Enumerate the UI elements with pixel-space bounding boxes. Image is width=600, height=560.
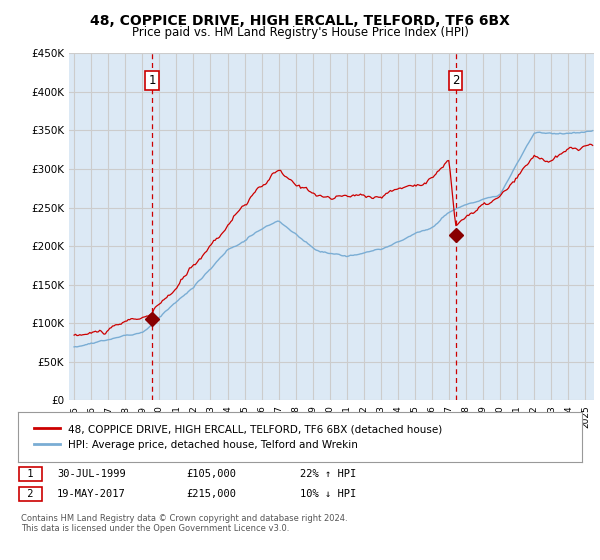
Legend: 48, COPPICE DRIVE, HIGH ERCALL, TELFORD, TF6 6BX (detached house), HPI: Average : 48, COPPICE DRIVE, HIGH ERCALL, TELFORD,…: [29, 419, 448, 455]
Text: 22% ↑ HPI: 22% ↑ HPI: [300, 469, 356, 479]
Text: 2: 2: [21, 489, 40, 499]
Text: 19-MAY-2017: 19-MAY-2017: [57, 489, 126, 499]
Text: Price paid vs. HM Land Registry's House Price Index (HPI): Price paid vs. HM Land Registry's House …: [131, 26, 469, 39]
Text: £215,000: £215,000: [186, 489, 236, 499]
Text: 2: 2: [452, 74, 460, 87]
Text: 48, COPPICE DRIVE, HIGH ERCALL, TELFORD, TF6 6BX: 48, COPPICE DRIVE, HIGH ERCALL, TELFORD,…: [90, 14, 510, 28]
Text: £105,000: £105,000: [186, 469, 236, 479]
Text: 1: 1: [21, 469, 40, 479]
Text: Contains HM Land Registry data © Crown copyright and database right 2024.
This d: Contains HM Land Registry data © Crown c…: [21, 514, 347, 533]
Text: 10% ↓ HPI: 10% ↓ HPI: [300, 489, 356, 499]
Text: 1: 1: [148, 74, 156, 87]
Text: 30-JUL-1999: 30-JUL-1999: [57, 469, 126, 479]
